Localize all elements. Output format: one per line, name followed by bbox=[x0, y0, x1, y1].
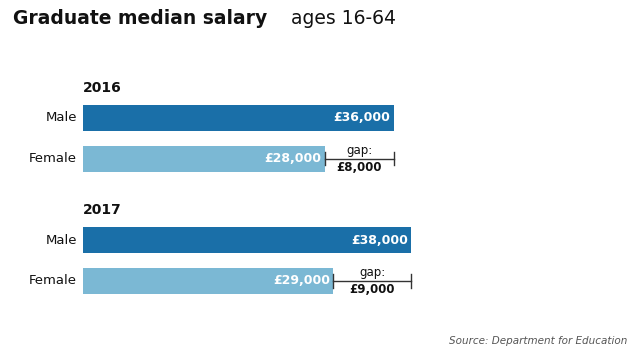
Text: gap:: gap: bbox=[346, 144, 372, 156]
Text: £9,000: £9,000 bbox=[349, 283, 395, 296]
Bar bbox=[83, 146, 324, 172]
Bar bbox=[83, 227, 411, 253]
Text: Female: Female bbox=[29, 152, 77, 165]
Text: Source: Department for Education: Source: Department for Education bbox=[449, 336, 627, 346]
Text: 2017: 2017 bbox=[83, 203, 122, 217]
Text: Male: Male bbox=[45, 234, 77, 247]
Text: £36,000: £36,000 bbox=[333, 111, 390, 124]
Text: Female: Female bbox=[29, 274, 77, 287]
Text: 2016: 2016 bbox=[83, 81, 122, 95]
Text: gap:: gap: bbox=[359, 266, 385, 279]
Text: Graduate median salary: Graduate median salary bbox=[13, 9, 267, 28]
Text: £29,000: £29,000 bbox=[273, 274, 330, 287]
Text: £38,000: £38,000 bbox=[351, 234, 408, 247]
Text: Male: Male bbox=[45, 111, 77, 124]
Text: PA: PA bbox=[26, 322, 47, 336]
Bar bbox=[83, 105, 394, 131]
Text: ages 16-64: ages 16-64 bbox=[285, 9, 396, 28]
Text: £8,000: £8,000 bbox=[337, 161, 382, 174]
Text: £28,000: £28,000 bbox=[264, 152, 321, 165]
Bar bbox=[83, 268, 333, 294]
